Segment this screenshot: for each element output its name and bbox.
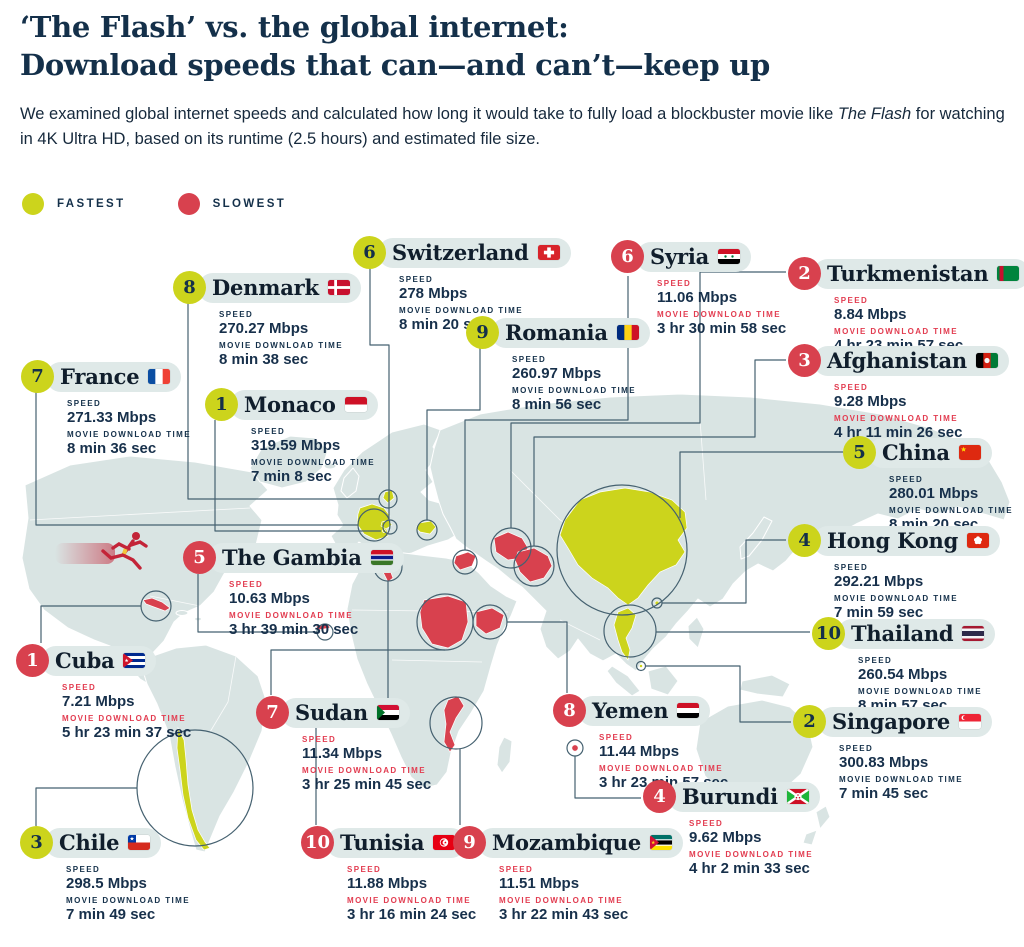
island-borneo [647, 665, 679, 696]
island-hispaniola [175, 610, 189, 616]
map-country-china [559, 487, 688, 606]
legend-item-slowest: SLOWEST [177, 193, 287, 215]
title-line-1: ‘The Flash’ vs. the global internet: [20, 10, 569, 44]
title-line-2: Download speeds that can—and can’t—keep … [20, 48, 770, 83]
connector-burundi [574, 756, 641, 799]
magnifier-circle-singapore [635, 660, 647, 672]
island-iceland [323, 462, 337, 470]
map-country-afghanistan [514, 547, 553, 583]
slowest-swatch-icon [177, 193, 200, 215]
connector-monaco [214, 420, 381, 532]
connector-cuba [40, 605, 141, 643]
intro-before: We examined global internet speeds and c… [20, 104, 838, 123]
magnifier-circle-mozambique [429, 696, 483, 750]
connector-the-gambia [197, 574, 317, 633]
connector-syria [464, 276, 629, 550]
connector-lines [35, 267, 843, 826]
connector-romania [426, 348, 481, 520]
connector-chile [35, 787, 137, 826]
connector-switzerland [369, 267, 390, 519]
continent-asia [429, 393, 1011, 672]
map-country-singapore [639, 664, 643, 668]
intro-after: for watching in 4K Ultra HD, based on it… [20, 104, 1005, 149]
intro-movie-title: The Flash [837, 104, 912, 123]
island-madagascar [496, 736, 513, 774]
connector-turkmenistan [510, 271, 786, 528]
continents [21, 393, 1011, 853]
page-title: ‘The Flash’ vs. the global internet: Down… [20, 8, 1012, 85]
slowest-countries [142, 531, 579, 753]
island-new-guinea [739, 674, 791, 698]
connector-denmark [187, 303, 379, 500]
continent-south-america [141, 644, 267, 853]
fastest-label: FASTEST [57, 198, 126, 210]
legend-item-fastest: FASTEST [22, 193, 126, 215]
connector-singapore [646, 665, 791, 723]
magnifier-circle-switzerland-monaco [382, 519, 398, 535]
flash-runner-graphic [55, 532, 148, 570]
map-country-cuba [142, 597, 171, 612]
island-japan [739, 516, 773, 560]
continent-australia [695, 699, 814, 803]
continent-africa [346, 551, 518, 789]
header: ‘The Flash’ vs. the global internet: Down… [20, 8, 1012, 170]
island-java [635, 701, 685, 717]
continent-greenland [249, 435, 329, 489]
map-country-sudan [419, 595, 469, 649]
connector-china [679, 451, 843, 518]
intro-text: We examined global internet speeds and c… [20, 102, 1012, 153]
map-country-thailand [613, 607, 637, 661]
connector-france [35, 392, 358, 526]
connector-hong-kong [662, 539, 786, 604]
island-new-zealand-north [815, 805, 831, 830]
slowest-label: SLOWEST [212, 198, 287, 210]
connector-afghanistan [533, 359, 786, 546]
magnifier-circle-china [556, 484, 688, 616]
map-country-syria [453, 551, 477, 571]
island-new-zealand-south [802, 829, 818, 846]
island-united-kingdom [340, 467, 360, 499]
fastest-swatch-icon [22, 193, 44, 215]
connector-yemen [507, 621, 568, 693]
continent-north-america [21, 455, 269, 692]
map-country-yemen [475, 607, 505, 635]
connector-sudan [270, 649, 445, 695]
magnifier-circle-thailand [603, 604, 657, 658]
map-country-burundi [571, 744, 579, 752]
legend: FASTEST SLOWEST [22, 193, 286, 215]
fastest-countries [176, 487, 688, 851]
map-country-mozambique [443, 695, 465, 753]
map-country-chile [176, 726, 211, 851]
